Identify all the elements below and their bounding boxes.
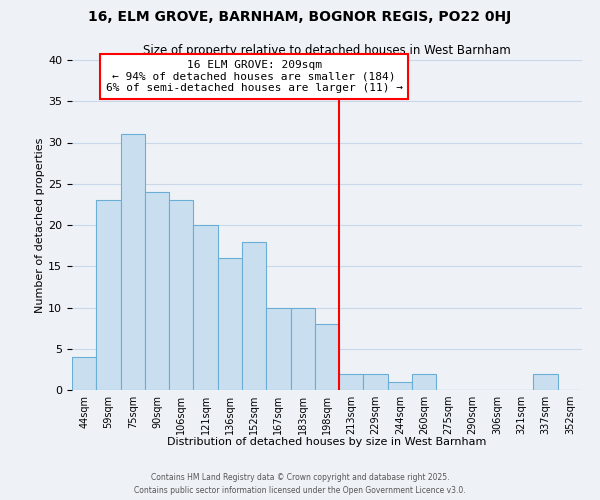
Bar <box>193 225 218 390</box>
Bar <box>339 374 364 390</box>
Bar <box>388 382 412 390</box>
Bar <box>121 134 145 390</box>
Y-axis label: Number of detached properties: Number of detached properties <box>35 138 46 312</box>
Text: Contains HM Land Registry data © Crown copyright and database right 2025.
Contai: Contains HM Land Registry data © Crown c… <box>134 474 466 495</box>
Bar <box>290 308 315 390</box>
Bar <box>412 374 436 390</box>
Bar <box>145 192 169 390</box>
Bar <box>315 324 339 390</box>
Bar <box>533 374 558 390</box>
Bar <box>218 258 242 390</box>
Text: 16 ELM GROVE: 209sqm
← 94% of detached houses are smaller (184)
6% of semi-detac: 16 ELM GROVE: 209sqm ← 94% of detached h… <box>106 60 403 93</box>
Bar <box>72 357 96 390</box>
Bar <box>242 242 266 390</box>
X-axis label: Distribution of detached houses by size in West Barnham: Distribution of detached houses by size … <box>167 437 487 447</box>
Bar <box>169 200 193 390</box>
Title: Size of property relative to detached houses in West Barnham: Size of property relative to detached ho… <box>143 44 511 58</box>
Text: 16, ELM GROVE, BARNHAM, BOGNOR REGIS, PO22 0HJ: 16, ELM GROVE, BARNHAM, BOGNOR REGIS, PO… <box>88 10 512 24</box>
Bar <box>96 200 121 390</box>
Bar <box>266 308 290 390</box>
Bar <box>364 374 388 390</box>
